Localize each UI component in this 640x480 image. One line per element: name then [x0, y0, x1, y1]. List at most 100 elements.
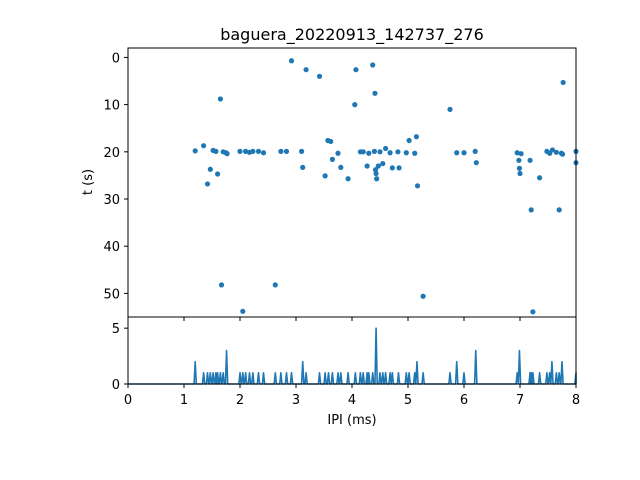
scatter-point	[224, 151, 230, 157]
scatter-point	[516, 165, 523, 171]
scatter-y-tick-label: 10	[103, 99, 120, 114]
scatter-point	[272, 282, 278, 288]
scatter-point	[366, 150, 372, 156]
scatter-point	[375, 163, 381, 169]
scatter-point	[201, 143, 207, 149]
histogram-axes-frame	[127, 316, 577, 385]
histogram-x-tick-label: 2	[236, 393, 244, 408]
scatter-point	[288, 58, 295, 64]
scatter-y-tick-label: 20	[103, 146, 120, 161]
scatter-point	[387, 150, 393, 156]
scatter-point	[360, 149, 366, 155]
scatter-point	[516, 157, 522, 163]
scatter-point	[260, 150, 267, 156]
scatter-point	[283, 148, 290, 154]
scatter-point	[240, 308, 246, 314]
scatter-point	[528, 207, 534, 213]
scatter-point	[380, 161, 386, 167]
scatter-point	[316, 73, 323, 79]
scatter-point	[237, 148, 243, 154]
scatter-panel: 0 10 20 30 40 50	[103, 47, 579, 321]
scatter-point	[217, 96, 223, 102]
histogram-x-tick-label: 4	[348, 393, 356, 408]
histogram-x-axis-label: IPI (ms)	[327, 413, 376, 428]
chart-title: baguera_20220913_142737_276	[220, 25, 484, 45]
scatter-point	[530, 309, 536, 315]
scatter-point	[213, 148, 219, 154]
scatter-point	[556, 207, 562, 213]
scatter-point	[389, 165, 395, 171]
scatter-point	[250, 148, 256, 154]
scatter-point	[383, 145, 389, 152]
scatter-point	[300, 164, 306, 170]
scatter-point	[517, 170, 523, 177]
scatter-point	[559, 151, 566, 157]
scatter-point	[303, 67, 309, 73]
scatter-point	[218, 282, 225, 288]
scatter-point	[395, 149, 401, 155]
scatter-y-ticks: 0 10 20 30 40 50	[103, 51, 128, 302]
scatter-point	[553, 149, 560, 155]
scatter-points	[192, 58, 579, 315]
scatter-point	[372, 90, 378, 96]
scatter-y-tick-label: 30	[103, 193, 120, 208]
scatter-point	[413, 134, 419, 140]
scatter-point	[420, 293, 426, 299]
scatter-point	[278, 148, 284, 154]
scatter-point	[204, 181, 211, 187]
scatter-y-tick-label: 0	[112, 51, 120, 66]
scatter-point	[514, 150, 520, 156]
scatter-point	[412, 150, 418, 156]
histogram-x-tick-label: 3	[292, 393, 300, 408]
scatter-point	[396, 165, 402, 171]
scatter-point	[345, 176, 351, 182]
scatter-point	[454, 150, 460, 156]
scatter-point	[338, 164, 344, 170]
scatter-point	[255, 148, 262, 154]
scatter-point	[299, 148, 305, 154]
histogram-ticks: 0 1 2 3 4 5 6 7 8 0 5	[112, 322, 580, 408]
histogram-x-tick-label: 7	[516, 393, 524, 408]
scatter-point	[215, 171, 221, 177]
histogram-x-tick-label: 5	[404, 393, 412, 408]
scatter-point	[352, 102, 358, 108]
histogram-panel: 0 1 2 3 4 5 6 7 8 0 5	[112, 316, 580, 408]
scatter-point	[322, 173, 328, 179]
scatter-point	[560, 79, 566, 86]
scatter-point	[472, 148, 478, 154]
scatter-point	[414, 183, 421, 189]
histogram-x-tick-label: 8	[572, 393, 580, 408]
scatter-point	[243, 148, 249, 154]
scatter-point	[335, 150, 341, 156]
scatter-point	[518, 151, 524, 157]
histogram-x-tick-label: 6	[460, 393, 468, 408]
scatter-point	[447, 106, 453, 112]
histogram-y-tick-label: 0	[112, 378, 120, 393]
scatter-point	[192, 148, 198, 154]
scatter-point	[406, 137, 412, 144]
scatter-point	[374, 176, 380, 182]
scatter-y-tick-label: 40	[103, 240, 120, 255]
scatter-point	[473, 160, 479, 166]
scatter-y-axis-label: t (s)	[81, 169, 96, 195]
scatter-point	[377, 149, 383, 155]
scatter-point	[207, 166, 213, 172]
histogram-y-tick-label: 5	[112, 322, 120, 337]
scatter-point	[549, 147, 556, 153]
scatter-point	[364, 163, 370, 169]
scatter-point	[328, 138, 334, 145]
scatter-point	[537, 175, 543, 181]
scatter-y-tick-label: 50	[103, 287, 120, 302]
histogram-x-tick-label: 1	[180, 393, 188, 408]
histogram-x-tick-label: 0	[124, 393, 132, 408]
scatter-point	[370, 62, 376, 68]
scatter-point	[373, 170, 379, 177]
scatter-point	[403, 150, 409, 156]
scatter-point	[461, 150, 467, 156]
scatter-point	[329, 156, 335, 162]
scatter-point	[527, 157, 533, 163]
scatter-point	[353, 67, 359, 73]
scatter-point	[371, 148, 377, 154]
